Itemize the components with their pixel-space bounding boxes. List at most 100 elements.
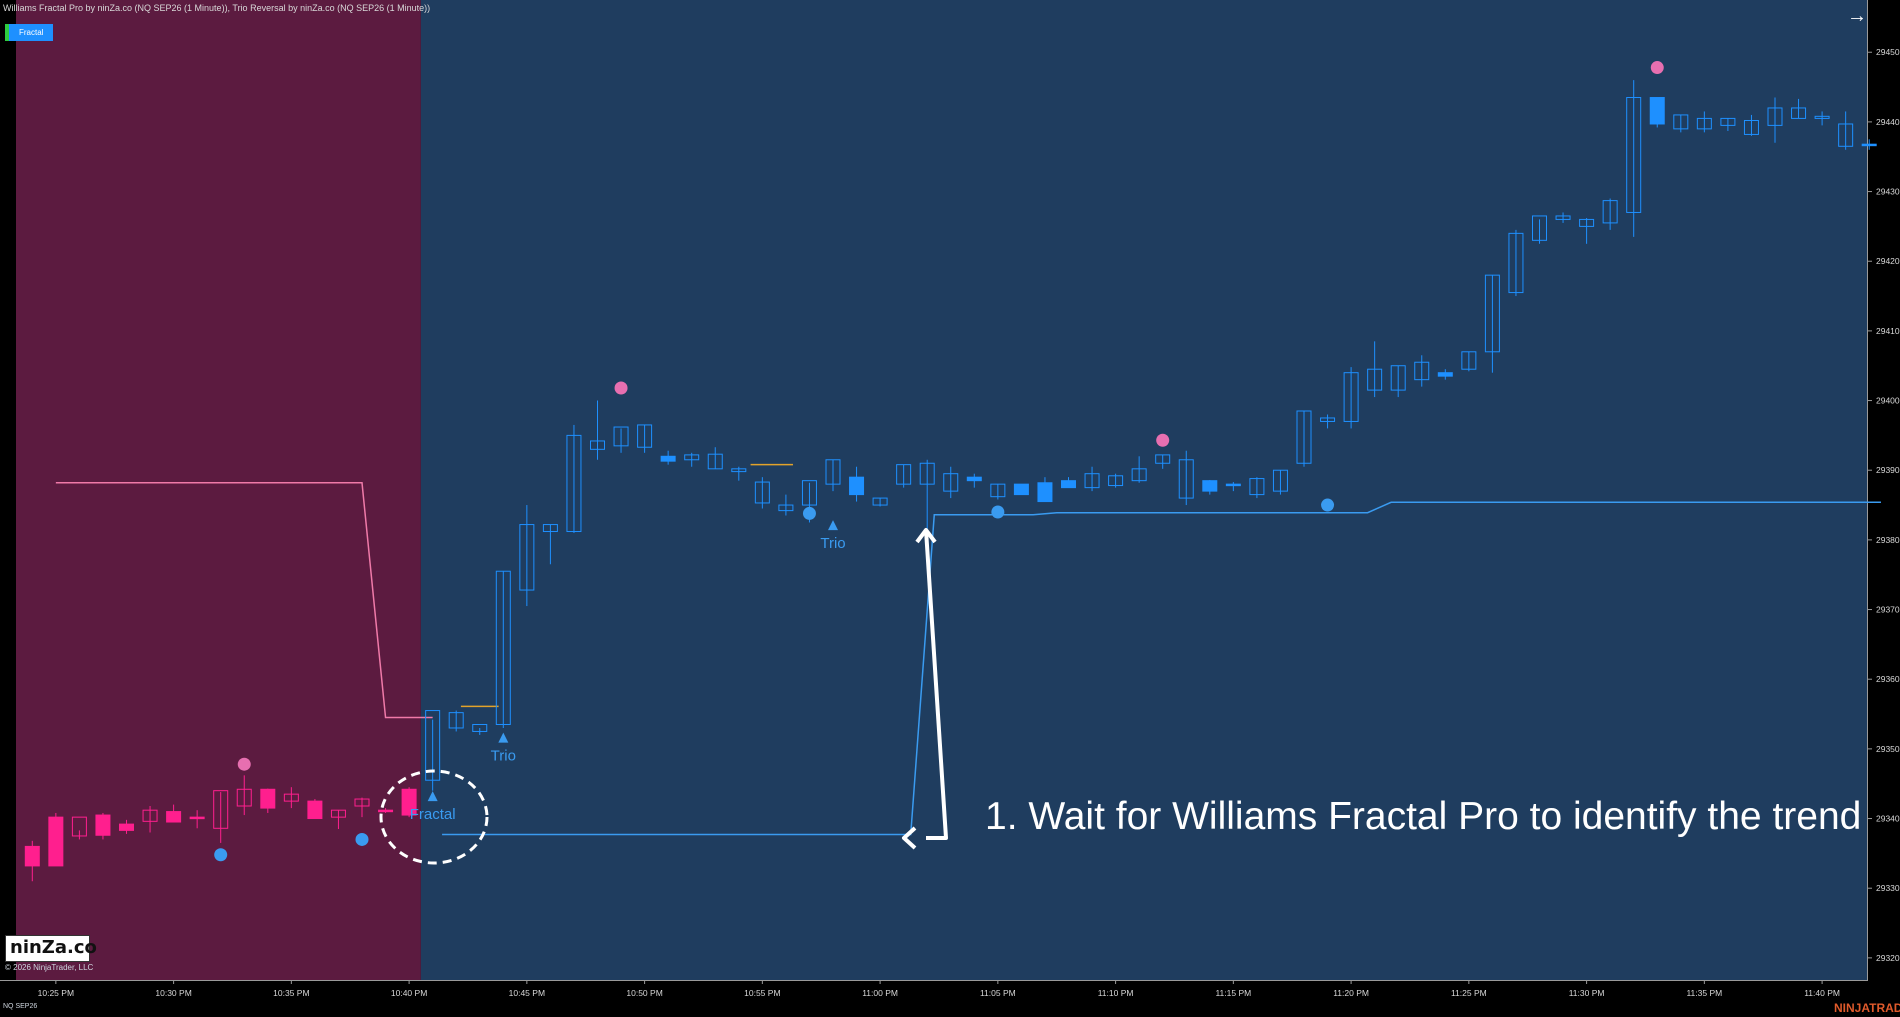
signal-triangle [427,791,438,802]
time-axis-background[interactable] [0,980,1900,1017]
annotation-overlay [379,528,948,865]
candle-body [1508,232,1524,294]
candle-body [1602,200,1618,224]
candle [213,790,229,843]
candle-body [566,434,582,533]
annotation-arrowhead-up [915,528,937,544]
time-tick-label: 11:30 PM [1569,988,1605,998]
time-tick-label: 11:20 PM [1333,988,1369,998]
candle [1532,215,1547,244]
candle [401,787,417,818]
candle [1743,114,1759,136]
candle [330,809,346,829]
candle [48,812,64,867]
candle [1626,80,1642,237]
candle-body [166,811,182,823]
candle [1602,198,1618,230]
fractal-down-dot [802,506,816,520]
candle [637,424,653,453]
time-tick-label: 11:05 PM [980,988,1016,998]
candle-body [95,814,111,836]
candle-body [1532,215,1547,241]
candle-body [71,816,87,837]
price-tick-label: 29400 [1876,396,1900,406]
candle-body [260,788,276,809]
candle-body [1225,483,1241,487]
candle [1838,111,1854,150]
candle [660,450,676,465]
candle-body [707,453,723,470]
candle [1108,473,1124,488]
candle [1861,139,1877,150]
fractal-down-dot [1321,498,1335,512]
candle-body [1696,117,1712,130]
candle-body [660,455,676,462]
candle-body [1649,97,1665,125]
candle-body [1202,480,1218,492]
candle [1037,477,1053,503]
candle-body [1579,218,1595,227]
candle [24,840,40,882]
candle [1225,482,1241,492]
candle [731,466,747,481]
candle-body [943,473,959,492]
candle [1508,229,1524,297]
candle [1320,414,1336,429]
candle-body [1814,115,1830,119]
time-tick-label: 11:35 PM [1686,988,1722,998]
candlesticks [24,80,1877,882]
time-tick-label: 10:45 PM [509,988,545,998]
bearish-trailing-stop [55,482,433,719]
candle [1767,97,1783,143]
right-arrow-icon[interactable]: → [1847,5,1867,27]
candle-body [754,481,770,504]
candle-body [119,823,134,831]
fractal-up-dot [1650,61,1664,75]
candle-body [684,454,700,461]
candle-body [1437,372,1453,377]
candle-body [1743,120,1759,135]
chart-title: Williams Fractal Pro by ninZa.co (NQ SEP… [3,3,431,13]
time-tick-label: 10:25 PM [38,988,74,998]
candle-body [378,809,394,813]
price-tick-label: 29330 [1876,883,1900,893]
time-tick-label: 11:25 PM [1451,988,1487,998]
candle-body [731,468,747,473]
candle-body [1861,143,1877,147]
candle-body [283,793,299,802]
candle-body [307,800,323,820]
candle [283,787,299,809]
candle-body [1461,351,1477,370]
candle [448,710,464,732]
candle [684,452,700,467]
candle-body [1720,117,1736,126]
candle-body [1673,114,1689,130]
candle [966,473,982,488]
candle [990,483,1006,500]
candle [166,804,182,823]
fractal-down-dot [214,848,228,862]
instrument-label: NQ SEP26 [3,1003,38,1010]
candle-body [1013,483,1029,496]
candle [825,459,841,492]
ninza-logo: ninZa.co [5,935,97,962]
candle-body [401,788,417,816]
candle [1343,367,1359,429]
candle-body [1414,361,1430,381]
candle-body [1178,459,1194,499]
candle [613,426,629,453]
candle [590,400,605,460]
candle-body [1838,123,1854,147]
time-tick-label: 10:40 PM [391,988,427,998]
candle-body [778,504,794,512]
candle [1155,454,1171,469]
candle-body [1061,480,1076,489]
candle [849,466,865,502]
fractal-down-dot [991,505,1005,519]
price-tick-label: 29350 [1876,744,1900,754]
price-axis-background[interactable] [1868,0,1900,980]
price-tick-label: 29370 [1876,605,1900,615]
fractal-indicator-badge[interactable]: Fractal [5,24,53,41]
